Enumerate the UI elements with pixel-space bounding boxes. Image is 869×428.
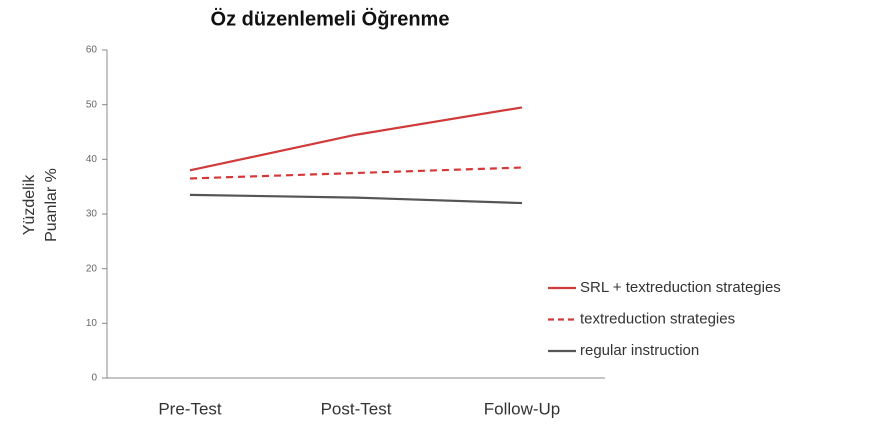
series-line [189,106,523,172]
y-tick-label: 50 [86,99,98,110]
y-tick-label: 20 [86,263,98,274]
legend-label: SRL + textreduction strategies [580,279,781,296]
y-tick-label: 40 [86,154,98,165]
series-line [189,193,523,205]
series-line [189,166,523,180]
y-tick-label: 30 [86,209,98,220]
y-axis-label: Puanlar % [43,168,60,242]
x-tick-label: Post-Test [321,399,392,418]
chart-title: Öz düzenlemeli Öğrenme [211,7,450,30]
legend-label: regular instruction [580,342,699,359]
x-tick-label: Follow-Up [484,399,561,418]
x-tick-label: Pre-Test [158,399,222,418]
y-tick-label: 0 [91,373,97,384]
y-tick-label: 60 [86,45,98,56]
y-tick-label: 10 [86,318,98,329]
legend-label: textreduction strategies [580,310,735,327]
y-axis-label: Yüzdelik [21,174,38,235]
